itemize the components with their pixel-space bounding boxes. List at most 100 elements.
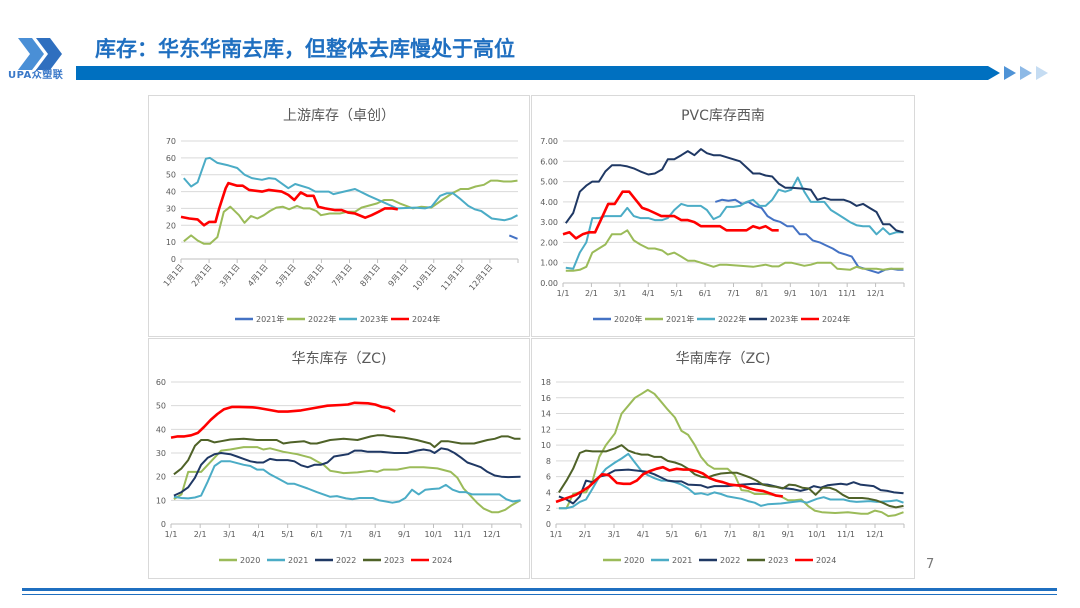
x-tick-label: 8/1 xyxy=(755,289,768,298)
series-line-2020 xyxy=(558,388,904,518)
legend-item: 2021 xyxy=(651,556,692,565)
x-tick-label: 1月1日 xyxy=(162,263,186,289)
legend-label: 2024 xyxy=(816,556,836,565)
y-tick-label: 30 xyxy=(166,204,176,213)
legend-item: 2021年 xyxy=(645,314,694,324)
x-tick-label: 7/1 xyxy=(727,289,740,298)
upa-logo xyxy=(18,38,62,70)
legend-label: 2021 xyxy=(672,556,692,565)
y-tick-label: 6.00 xyxy=(540,157,558,166)
x-tick-label: 8/1 xyxy=(753,530,766,539)
x-tick-label: 4/1 xyxy=(642,289,655,298)
legend-label: 2023 xyxy=(384,556,404,565)
legend-item: 2024 xyxy=(411,556,452,565)
legend-label: 2021 xyxy=(288,556,308,565)
chevron-icon xyxy=(1036,66,1048,80)
legend-label: 2020 xyxy=(240,556,260,565)
y-tick-label: 4.00 xyxy=(540,198,558,207)
legend-item: 2022 xyxy=(699,556,740,565)
footer-line xyxy=(22,588,1057,591)
chart-east-china-inventory: 华东库存（ZC) 0 10 20 30 40 50 60 1/1 2/1 3/1 4/1 5/1 6/1 7… xyxy=(148,338,530,579)
y-tick-label: 14 xyxy=(541,410,551,419)
y-tick-label: 30 xyxy=(156,449,166,458)
x-tick-label: 3月1日 xyxy=(218,263,242,289)
legend-label: 2021年 xyxy=(256,314,284,324)
y-tick-label: 12 xyxy=(541,425,551,434)
y-tick-label: 10 xyxy=(541,441,551,450)
legend-label: 2022年 xyxy=(718,314,746,324)
x-tick-label: 1/1 xyxy=(165,530,178,539)
y-tick-label: 1.00 xyxy=(540,259,558,268)
legend-item: 2021年 xyxy=(235,314,284,324)
x-tick-label: 12/1 xyxy=(867,289,885,298)
x-tick-label: 7月1日 xyxy=(330,263,354,289)
series-line-2021 xyxy=(558,452,904,510)
x-tick-label: 12/1 xyxy=(483,530,501,539)
y-tick-label: 0 xyxy=(546,520,551,529)
legend-label: 2020 xyxy=(624,556,644,565)
chevron-icon xyxy=(1020,66,1032,80)
x-tick-label: 5/1 xyxy=(670,289,683,298)
x-tick-label: 10/1 xyxy=(808,530,826,539)
y-tick-label: 40 xyxy=(156,425,166,434)
legend-item: 2022年 xyxy=(697,314,746,324)
legend-item: 2022年 xyxy=(287,314,336,324)
series-line-2022 xyxy=(173,447,521,497)
series-line-2024 xyxy=(170,401,396,439)
x-tick-label: 2月1日 xyxy=(190,263,214,289)
x-tick-label: 1/1 xyxy=(550,530,563,539)
legend-label: 2020年 xyxy=(614,314,642,324)
x-tick-label: 1/1 xyxy=(557,289,570,298)
x-tick-label: 9/1 xyxy=(782,530,795,539)
x-tick-label: 6月1日 xyxy=(302,263,326,289)
page-number: 7 xyxy=(926,557,935,572)
x-tick-label: 10/1 xyxy=(425,530,443,539)
y-tick-label: 0.00 xyxy=(540,279,558,288)
x-tick-label: 5/1 xyxy=(666,530,679,539)
legend-label: 2022 xyxy=(720,556,740,565)
legend-label: 2023 xyxy=(768,556,788,565)
legend-item: 2024 xyxy=(795,556,836,565)
x-tick-label: 4月1日 xyxy=(246,263,270,289)
y-tick-label: 0 xyxy=(161,520,166,529)
legend-label: 2023年 xyxy=(360,314,388,324)
x-tick-label: 4/1 xyxy=(637,530,650,539)
legend-item: 2024年 xyxy=(391,314,440,324)
legend-item: 2023 xyxy=(363,556,404,565)
legend-label: 2022年 xyxy=(308,314,336,324)
x-tick-label: 10月1日 xyxy=(411,263,438,293)
logo-text: UPA众塑联 xyxy=(8,70,64,81)
chart-svg: 华东库存（ZC) 0 10 20 30 40 50 60 1/1 2/1 3/1 4/1 5/1 6/1 7… xyxy=(156,351,522,565)
y-tick-label: 2 xyxy=(546,504,551,513)
y-tick-label: 0 xyxy=(171,255,176,264)
x-tick-label: 2/1 xyxy=(194,530,207,539)
x-tick-label: 10/1 xyxy=(810,289,828,298)
y-tick-label: 60 xyxy=(166,154,176,163)
y-tick-label: 5.00 xyxy=(540,178,558,187)
legend-label: 2024 xyxy=(432,556,452,565)
series-line-2022 xyxy=(183,179,518,245)
y-tick-label: 50 xyxy=(156,402,166,411)
chart-upstream-inventory: 上游库存（卓创） 0 10 20 30 40 50 60 70 1月1日 2月1日 3月1日 4月1日 5… xyxy=(148,95,530,337)
series-line-2020 xyxy=(173,446,521,514)
series-line-2021 xyxy=(565,229,904,272)
y-tick-label: 6 xyxy=(546,473,551,482)
legend-label: 2022 xyxy=(336,556,356,565)
y-tick-label: 10 xyxy=(166,238,176,247)
x-tick-label: 5/1 xyxy=(281,530,294,539)
x-tick-label: 11月1日 xyxy=(439,263,466,293)
legend-item: 2024年 xyxy=(801,314,850,324)
x-tick-label: 12/1 xyxy=(866,530,884,539)
legend-label: 2023年 xyxy=(770,314,798,324)
legend-item: 2020 xyxy=(219,556,260,565)
chart-pvc-southwest-inventory: PVC库存西南 0.00 1.00 2.00 3.00 4.00 5.00 6.00 7.00 1… xyxy=(531,95,915,337)
chevron-icon xyxy=(1004,66,1016,80)
chart-south-china-inventory: 华南库存（ZC) 0 2 4 6 8 10 12 14 16 18 1/1 2/1 3/1 4/1 5/1 6/… xyxy=(531,338,915,579)
x-tick-label: 2/1 xyxy=(579,530,592,539)
x-tick-label: 3/1 xyxy=(223,530,236,539)
y-tick-label: 40 xyxy=(166,188,176,197)
chevron-icon xyxy=(988,66,1000,80)
y-tick-label: 60 xyxy=(156,378,166,387)
legend-item: 2023年 xyxy=(339,314,388,324)
x-tick-label: 3/1 xyxy=(613,289,626,298)
